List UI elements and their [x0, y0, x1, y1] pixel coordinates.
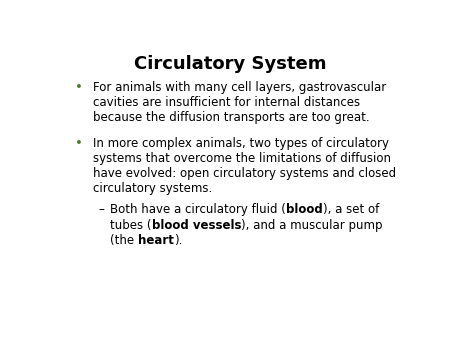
Text: –: –: [98, 203, 104, 216]
Text: For animals with many cell layers, gastrovascular: For animals with many cell layers, gastr…: [93, 81, 386, 94]
Text: blood vessels: blood vessels: [152, 219, 241, 232]
Text: blood: blood: [286, 203, 323, 216]
Text: heart: heart: [138, 234, 174, 247]
Text: tubes (: tubes (: [110, 219, 152, 232]
Text: ), and a muscular pump: ), and a muscular pump: [241, 219, 383, 232]
Text: Circulatory System: Circulatory System: [135, 55, 327, 73]
Text: Both have a circulatory fluid (: Both have a circulatory fluid (: [110, 203, 286, 216]
Text: In more complex animals, two types of circulatory: In more complex animals, two types of ci…: [93, 137, 389, 150]
Text: •: •: [76, 81, 83, 94]
Text: have evolved: open circulatory systems and closed: have evolved: open circulatory systems a…: [93, 167, 396, 180]
Text: ).: ).: [174, 234, 182, 247]
Text: ), a set of: ), a set of: [323, 203, 379, 216]
Text: cavities are insufficient for internal distances: cavities are insufficient for internal d…: [93, 96, 360, 109]
Text: (the: (the: [110, 234, 138, 247]
Text: because the diffusion transports are too great.: because the diffusion transports are too…: [93, 111, 369, 124]
Text: •: •: [76, 137, 83, 150]
Text: circulatory systems.: circulatory systems.: [93, 182, 212, 195]
Text: systems that overcome the limitations of diffusion: systems that overcome the limitations of…: [93, 152, 391, 165]
